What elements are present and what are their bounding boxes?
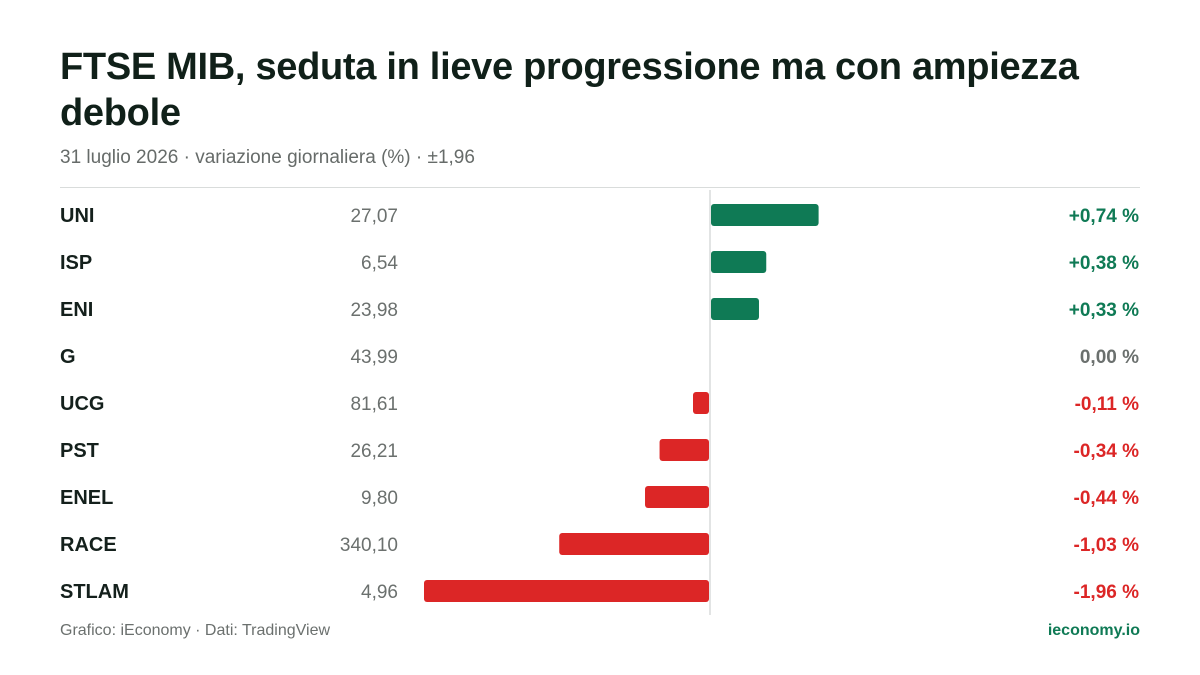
ticker-label: RACE	[60, 534, 117, 556]
bar-stlam	[424, 580, 709, 602]
ticker-label: PST	[60, 440, 99, 462]
brand-link[interactable]: ieconomy.io	[1047, 622, 1140, 639]
ticker-label: ISP	[60, 252, 92, 274]
price-label: 9,80	[361, 488, 398, 509]
ticker-label: ENI	[60, 299, 93, 321]
ticker-label: UCG	[60, 393, 104, 415]
bar-isp	[711, 251, 767, 273]
chart-subtitle: 31 luglio 2026 · variazione giornaliera …	[60, 147, 475, 168]
ticker-label: UNI	[60, 205, 94, 227]
ticker-label: STLAM	[60, 581, 129, 603]
price-label: 43,99	[350, 347, 398, 368]
chart-title: FTSE MIB, seduta in lieve progressione m…	[60, 46, 1079, 134]
price-label: 23,98	[350, 300, 398, 321]
ticker-label: G	[60, 346, 76, 368]
price-label: 27,07	[350, 206, 398, 227]
change-label: +0,38 %	[1069, 253, 1139, 274]
change-label: -0,11 %	[1075, 394, 1140, 415]
change-label: -0,34 %	[1074, 441, 1140, 462]
header-divider	[60, 187, 1140, 188]
bar-ucg	[693, 392, 709, 414]
change-label: -1,96 %	[1074, 582, 1140, 603]
ticker-label: ENEL	[60, 487, 113, 509]
change-label: +0,33 %	[1069, 300, 1139, 321]
chart-card: FTSE MIB, seduta in lieve progressione m…	[60, 0, 1140, 675]
change-label: +0,74 %	[1069, 206, 1139, 227]
price-label: 6,54	[361, 253, 398, 274]
price-label: 26,21	[350, 441, 398, 462]
bar-uni	[711, 204, 819, 226]
change-label: -1,03 %	[1074, 535, 1140, 556]
bar-pst	[659, 439, 709, 461]
source-credit: Grafico: iEconomy · Dati: TradingView	[60, 622, 331, 639]
bar-eni	[711, 298, 759, 320]
bar-enel	[645, 486, 709, 508]
bar-chart: UNI 27,07 +0,74 % ISP 6,54 +0,38 % ENI 23,98 +0,…	[60, 190, 1140, 615]
bar-race	[559, 533, 709, 555]
change-label: -0,44 %	[1074, 488, 1140, 509]
price-label: 340,10	[340, 535, 398, 556]
change-label: 0,00 %	[1080, 347, 1139, 368]
price-label: 4,96	[361, 582, 398, 603]
price-label: 81,61	[350, 394, 398, 415]
